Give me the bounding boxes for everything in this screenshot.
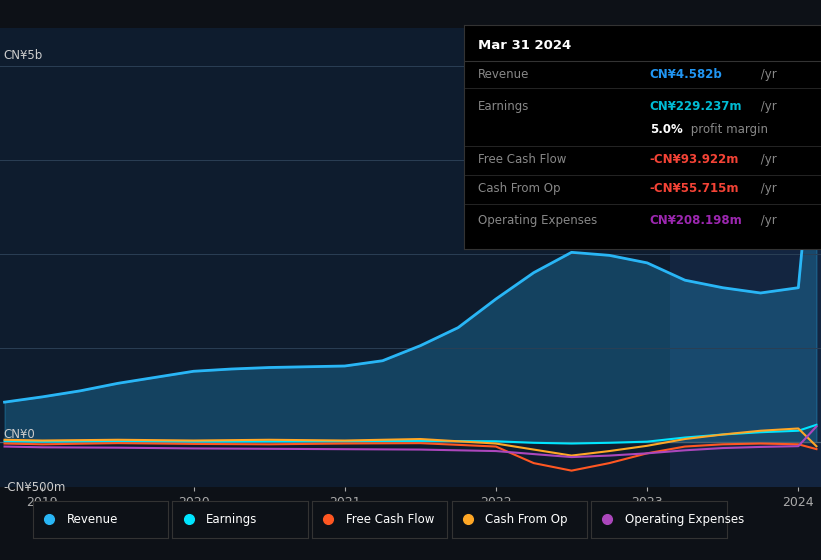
Text: Earnings: Earnings xyxy=(478,100,530,114)
Text: /yr: /yr xyxy=(757,213,777,227)
Text: -CN¥93.922m: -CN¥93.922m xyxy=(649,153,739,166)
Text: Revenue: Revenue xyxy=(478,68,530,81)
Text: Cash From Op: Cash From Op xyxy=(478,182,561,195)
Text: /yr: /yr xyxy=(757,100,777,114)
Text: Free Cash Flow: Free Cash Flow xyxy=(478,153,566,166)
Text: -CN¥500m: -CN¥500m xyxy=(3,481,66,494)
Text: /yr: /yr xyxy=(757,153,777,166)
Text: 5.0%: 5.0% xyxy=(649,123,682,136)
Text: CN¥208.198m: CN¥208.198m xyxy=(649,213,742,227)
Text: Free Cash Flow: Free Cash Flow xyxy=(346,513,434,526)
Bar xyxy=(670,28,821,487)
Text: CN¥229.237m: CN¥229.237m xyxy=(649,100,742,114)
Text: CN¥0: CN¥0 xyxy=(3,427,34,441)
Text: CN¥5b: CN¥5b xyxy=(3,49,42,62)
Text: Mar 31 2024: Mar 31 2024 xyxy=(478,39,571,52)
Text: Operating Expenses: Operating Expenses xyxy=(478,213,598,227)
Text: Cash From Op: Cash From Op xyxy=(485,513,568,526)
Text: /yr: /yr xyxy=(757,68,777,81)
Text: profit margin: profit margin xyxy=(687,123,768,136)
Text: Operating Expenses: Operating Expenses xyxy=(625,513,744,526)
Text: Earnings: Earnings xyxy=(206,513,258,526)
Text: CN¥4.582b: CN¥4.582b xyxy=(649,68,722,81)
Text: -CN¥55.715m: -CN¥55.715m xyxy=(649,182,739,195)
Text: Revenue: Revenue xyxy=(67,513,118,526)
Text: /yr: /yr xyxy=(757,182,777,195)
